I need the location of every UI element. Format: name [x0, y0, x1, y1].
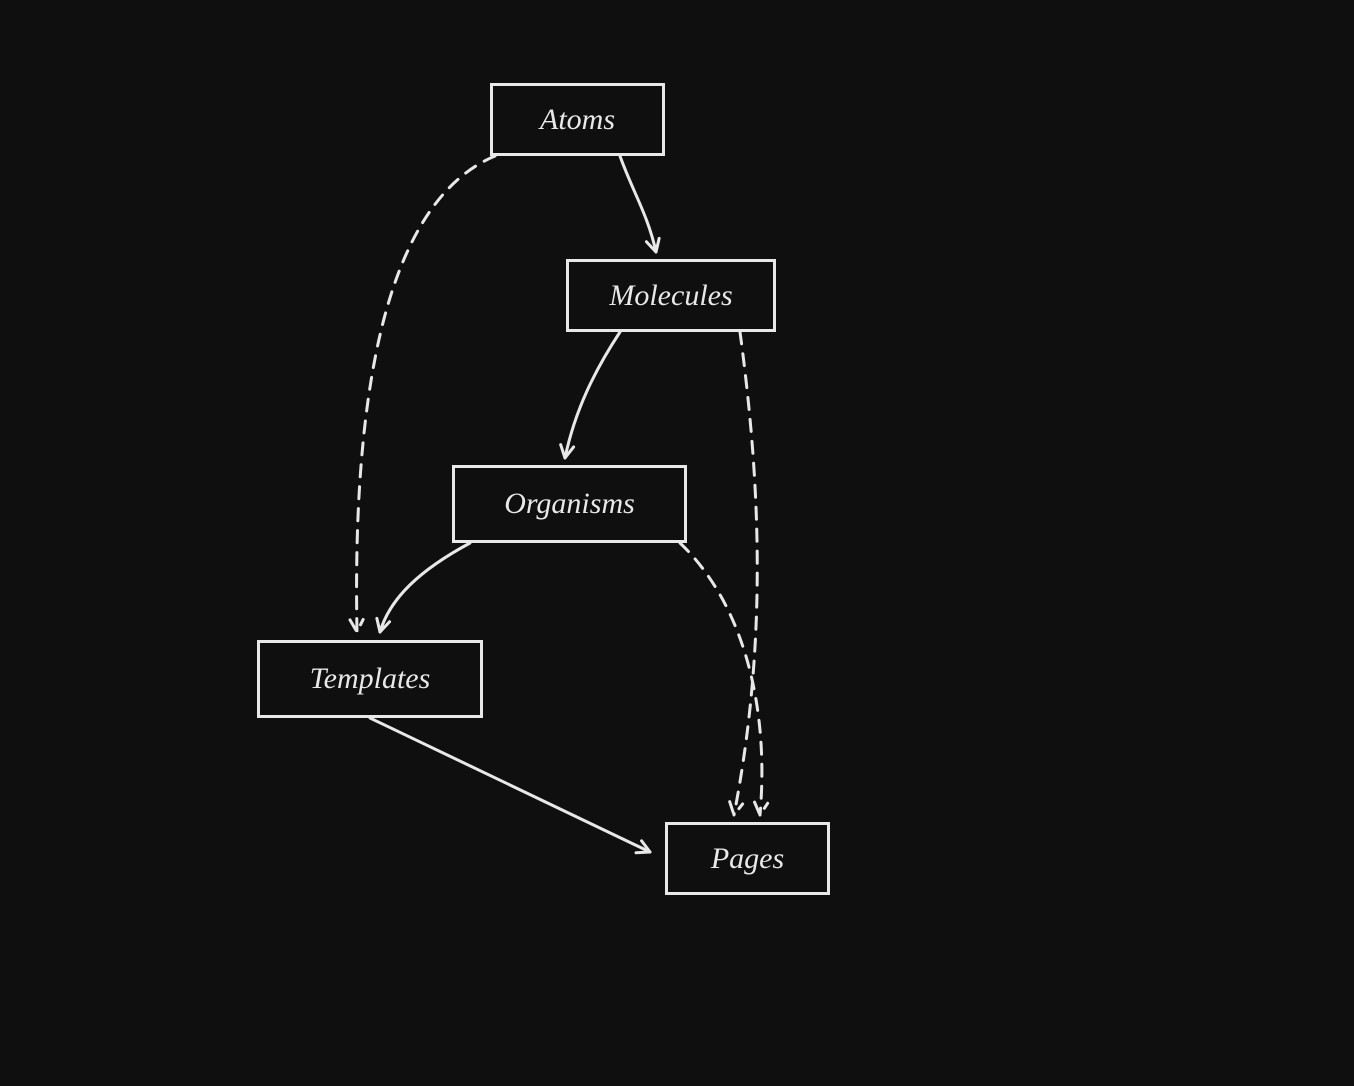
node-label: Organisms — [504, 487, 635, 521]
node-label: Pages — [711, 842, 784, 876]
diagram-edges — [0, 0, 1354, 1086]
node-label: Molecules — [609, 279, 732, 313]
arrowhead-icon — [350, 619, 363, 632]
node-pages: Pages — [665, 822, 830, 895]
arrowhead-icon — [755, 802, 768, 815]
node-atoms: Atoms — [490, 83, 665, 156]
edge-molecules-to-pages — [734, 332, 757, 815]
edge-organisms-to-templates — [380, 543, 470, 632]
arrowhead-icon — [561, 445, 574, 458]
node-molecules: Molecules — [566, 259, 776, 332]
arrowhead-icon — [377, 618, 390, 632]
arrowhead-icon — [730, 802, 743, 815]
edge-organisms-to-pages — [680, 543, 762, 815]
edge-templates-to-pages — [370, 718, 650, 852]
node-label: Atoms — [540, 103, 615, 137]
node-organisms: Organisms — [452, 465, 687, 543]
arrowhead-icon — [636, 841, 650, 853]
arrowhead-icon — [646, 238, 659, 252]
edge-molecules-to-organisms — [565, 332, 620, 458]
node-templates: Templates — [257, 640, 483, 718]
node-label: Templates — [310, 662, 431, 696]
edge-atoms-to-templates — [357, 156, 495, 632]
edge-atoms-to-molecules — [620, 156, 656, 252]
